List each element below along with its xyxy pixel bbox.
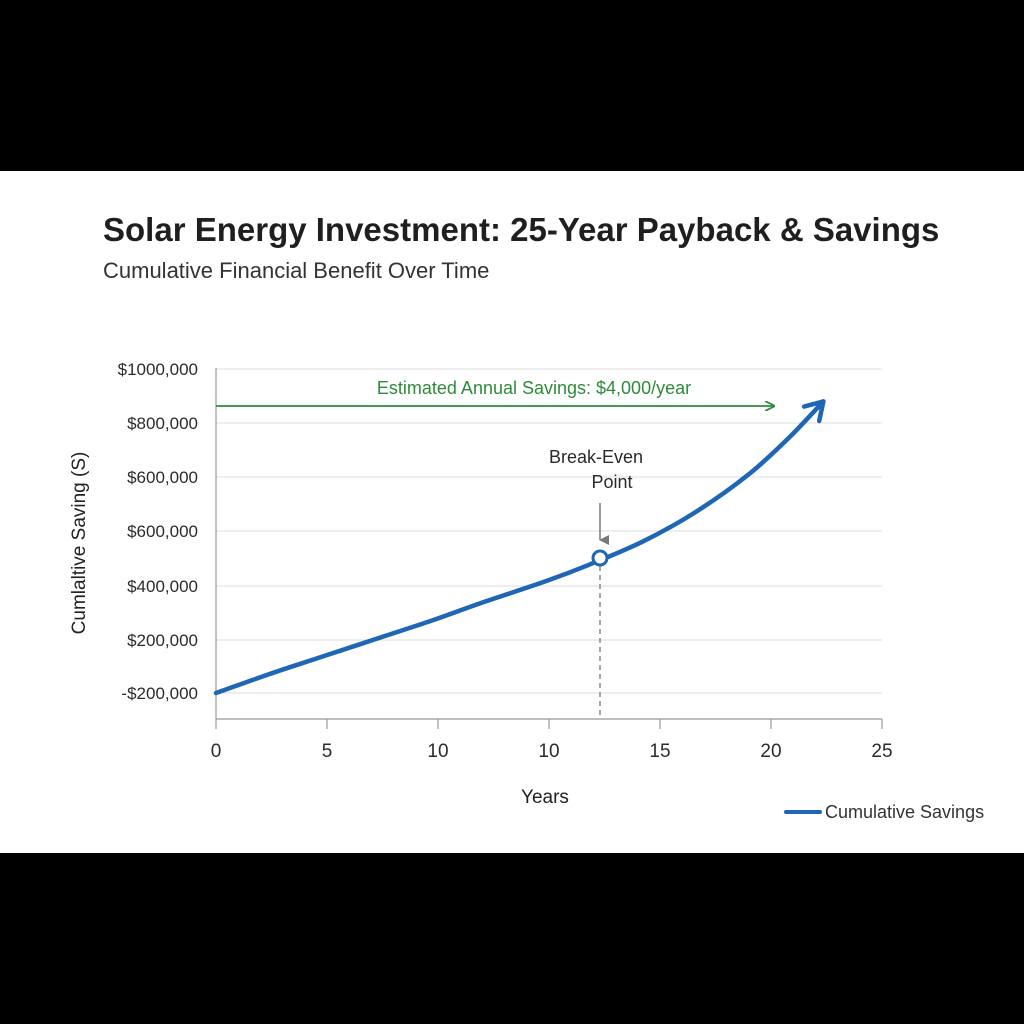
y-tick-label: $200,000 bbox=[127, 631, 198, 650]
y-tick-label: $400,000 bbox=[127, 577, 198, 596]
annual-savings-label: Estimated Annual Savings: $4,000/year bbox=[377, 378, 691, 398]
y-tick-label: -$200,000 bbox=[121, 684, 198, 703]
x-tick-label: 5 bbox=[322, 741, 333, 762]
break-even-label-line2: Point bbox=[591, 472, 632, 492]
y-tick-label: $600,000 bbox=[127, 468, 198, 487]
legend-label-cumulative-savings: Cumulative Savings bbox=[825, 802, 984, 822]
y-tick-label: $600,000 bbox=[127, 522, 198, 541]
chart-subtitle: Cumulative Financial Benefit Over Time bbox=[103, 258, 490, 283]
y-tick-labels: $1000,000 $800,000 $600,000 $600,000 $400,00… bbox=[118, 360, 198, 703]
break-even-marker bbox=[591, 549, 609, 567]
break-even-label-line1: Break-Even bbox=[549, 447, 643, 467]
series-line-cumulative-savings bbox=[213, 399, 826, 696]
x-tick-label: 0 bbox=[211, 741, 222, 762]
x-axis-label: Years bbox=[521, 787, 569, 808]
x-tick-label: 10 bbox=[427, 741, 448, 762]
y-axis-label: Cumlaltive Saving (S) bbox=[69, 452, 90, 635]
series-layer bbox=[213, 399, 826, 696]
chart-title: Solar Energy Investment: 25-Year Payback… bbox=[103, 211, 940, 248]
x-tick-labels: 0 5 10 10 15 20 25 bbox=[211, 719, 893, 762]
gridlines bbox=[216, 368, 882, 694]
x-tick-label: 10 bbox=[538, 741, 559, 762]
x-tick-label: 15 bbox=[649, 741, 670, 762]
y-tick-label: $800,000 bbox=[127, 414, 198, 433]
chart-panel bbox=[0, 171, 1024, 853]
series-end-arrowhead bbox=[801, 399, 826, 424]
x-tick-label: 20 bbox=[760, 741, 781, 762]
y-tick-label: $1000,000 bbox=[118, 360, 198, 379]
x-tick-label: 25 bbox=[871, 741, 892, 762]
